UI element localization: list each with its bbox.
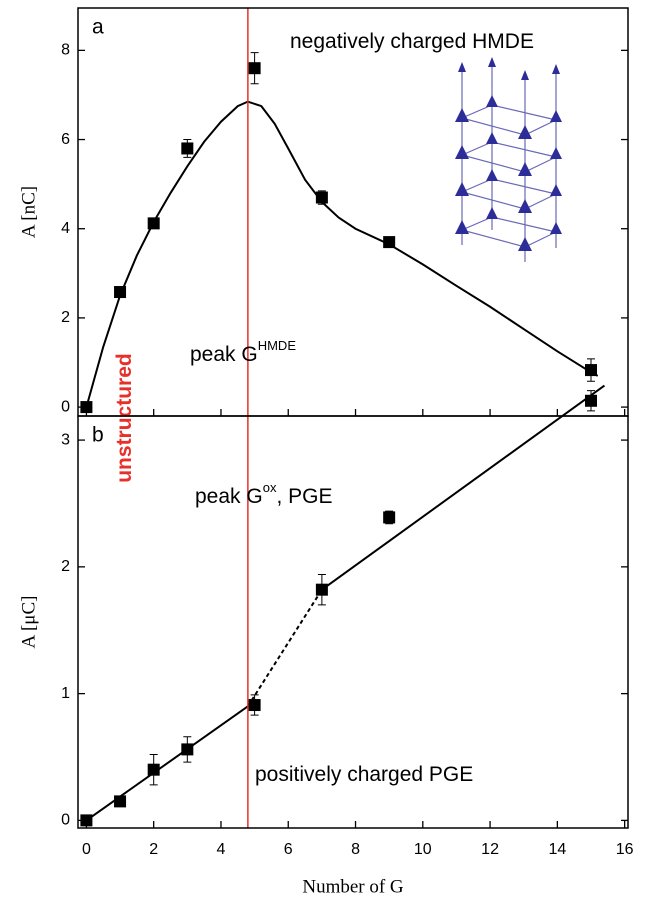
fit-line <box>247 589 323 707</box>
data-point <box>114 795 127 808</box>
data-point <box>584 394 597 407</box>
y-tick-label: 1 <box>61 685 70 702</box>
data-point <box>248 699 261 712</box>
data-point <box>181 142 194 155</box>
data-point <box>147 217 160 230</box>
data-point <box>181 743 194 756</box>
annotation-text: peak G <box>195 485 263 508</box>
x-tick-label: 14 <box>548 841 566 858</box>
panel-label: a <box>92 16 104 39</box>
data-point <box>248 62 261 75</box>
y-tick-label: 4 <box>61 220 70 237</box>
x-axis-label: Number of G <box>302 876 404 897</box>
plot-frame <box>77 415 629 829</box>
fit-line <box>85 705 249 822</box>
data-point <box>315 583 328 596</box>
data-point <box>383 236 396 249</box>
x-tick-label: 0 <box>82 841 91 858</box>
annotation-text: peak G <box>190 343 258 366</box>
y-tick-label: 2 <box>61 558 70 575</box>
data-point <box>80 401 93 414</box>
y-tick-label: 0 <box>61 398 70 415</box>
fit-line <box>85 100 599 408</box>
annotation: positively charged PGE <box>255 763 473 786</box>
fit-line <box>321 384 606 591</box>
data-point <box>80 814 93 827</box>
y-tick-label: 6 <box>61 131 70 148</box>
y-tick-label: 3 <box>61 431 70 448</box>
y-tick-label: 8 <box>61 42 70 59</box>
data-point <box>584 364 597 377</box>
annotation-superscript: HMDE <box>258 338 297 353</box>
data-point <box>315 191 328 204</box>
x-tick-label: 8 <box>351 841 360 858</box>
annotation: unstructured <box>113 353 136 483</box>
x-tick-label: 10 <box>414 841 432 858</box>
annotation: peak Gox, PGE <box>195 480 332 507</box>
annotation-text: unstructured <box>113 353 136 483</box>
data-point <box>383 511 396 524</box>
data-point <box>114 286 127 299</box>
annotation-text: negatively charged HMDE <box>290 30 534 53</box>
x-tick-label: 12 <box>481 841 499 858</box>
annotation-suffix: , PGE <box>276 485 332 508</box>
x-tick-label: 16 <box>616 841 634 858</box>
x-tick-label: 2 <box>149 841 158 858</box>
y-tick-label: 0 <box>61 812 70 829</box>
x-tick-label: 4 <box>217 841 226 858</box>
data-point <box>147 763 160 776</box>
y-axis-label: A [μC] <box>18 596 39 649</box>
x-tick-label: 6 <box>284 841 293 858</box>
y-axis-label: A [nC] <box>18 186 39 238</box>
annotation: peak GHMDE <box>190 338 296 365</box>
annotation: negatively charged HMDE <box>290 30 534 53</box>
annotation-superscript: ox <box>263 480 277 495</box>
annotation-text: positively charged PGE <box>255 763 473 786</box>
lattice-inset <box>455 57 562 262</box>
panel-label: b <box>92 424 104 447</box>
y-tick-label: 2 <box>61 309 70 326</box>
